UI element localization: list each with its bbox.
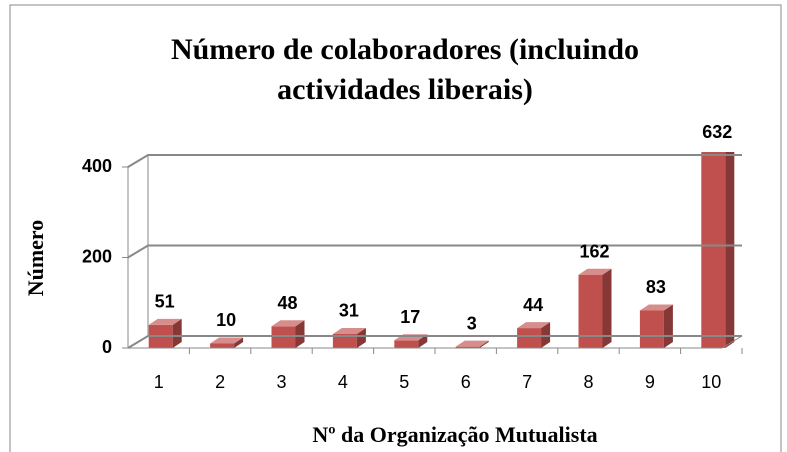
bar-front [210, 343, 235, 348]
bar-front [271, 326, 296, 348]
chart-title: Número de colaboradores (incluindo activ… [170, 33, 640, 106]
bar-side [663, 304, 673, 348]
bar-front [639, 310, 664, 348]
bar-side [725, 152, 735, 348]
bar-top [332, 327, 366, 334]
y-tick-label: 400 [82, 156, 112, 176]
data-label: 83 [646, 277, 666, 297]
bar-side [418, 334, 428, 348]
bar-front [578, 274, 603, 348]
x-tick-label: 8 [583, 372, 593, 392]
data-label: 10 [216, 310, 236, 330]
data-label: 3 [467, 313, 477, 333]
grid-line [127, 154, 742, 168]
data-label: 632 [702, 122, 732, 142]
bar-top [701, 56, 734, 62]
bar-top [271, 320, 305, 327]
x-tick-label: 5 [399, 372, 409, 392]
bar [271, 320, 305, 348]
bar-top [578, 268, 612, 275]
x-tick-label: 6 [461, 372, 471, 392]
data-label: 17 [400, 307, 420, 327]
x-tick-label: 1 [154, 372, 164, 392]
bar-side [356, 327, 366, 348]
data-label: 48 [277, 293, 297, 313]
axis-line [721, 335, 743, 349]
x-tick-label: 9 [645, 372, 655, 392]
bar [455, 340, 489, 348]
data-label: 162 [579, 241, 609, 261]
bar-front [701, 152, 726, 349]
bar [701, 56, 735, 349]
bar-top [639, 304, 673, 311]
x-tick-label: 2 [215, 372, 225, 392]
bar-front [455, 346, 480, 348]
bar [210, 337, 244, 348]
bar-front [394, 340, 419, 348]
bar-side [295, 320, 305, 348]
bar-top [455, 340, 489, 347]
bar [639, 304, 673, 348]
bar [148, 318, 182, 348]
bar-front [332, 333, 357, 348]
grid-line [127, 244, 742, 259]
data-label: 31 [339, 301, 359, 321]
x-tick-label: 10 [701, 372, 721, 392]
bar-side [172, 318, 182, 348]
data-label: 44 [523, 295, 543, 315]
bar-top [517, 322, 551, 329]
bar [332, 327, 366, 348]
x-tick-label: 3 [276, 372, 286, 392]
y-tick-label: 200 [82, 246, 112, 266]
data-label: 51 [155, 292, 175, 312]
grid-line [127, 335, 742, 349]
bar-top [210, 337, 244, 344]
bar-side [479, 340, 489, 348]
x-tick-label: 7 [522, 372, 532, 392]
bar-side [234, 337, 244, 348]
bar-top [148, 318, 182, 325]
y-axis-label: Número [23, 220, 48, 297]
y-tick-label: 0 [102, 337, 112, 357]
bar-side [602, 268, 612, 348]
bar-front [517, 328, 542, 348]
chart-border [9, 4, 782, 452]
x-axis-label: Nº da Organização Mutualista [312, 422, 597, 447]
x-tick-label: 4 [338, 372, 348, 392]
